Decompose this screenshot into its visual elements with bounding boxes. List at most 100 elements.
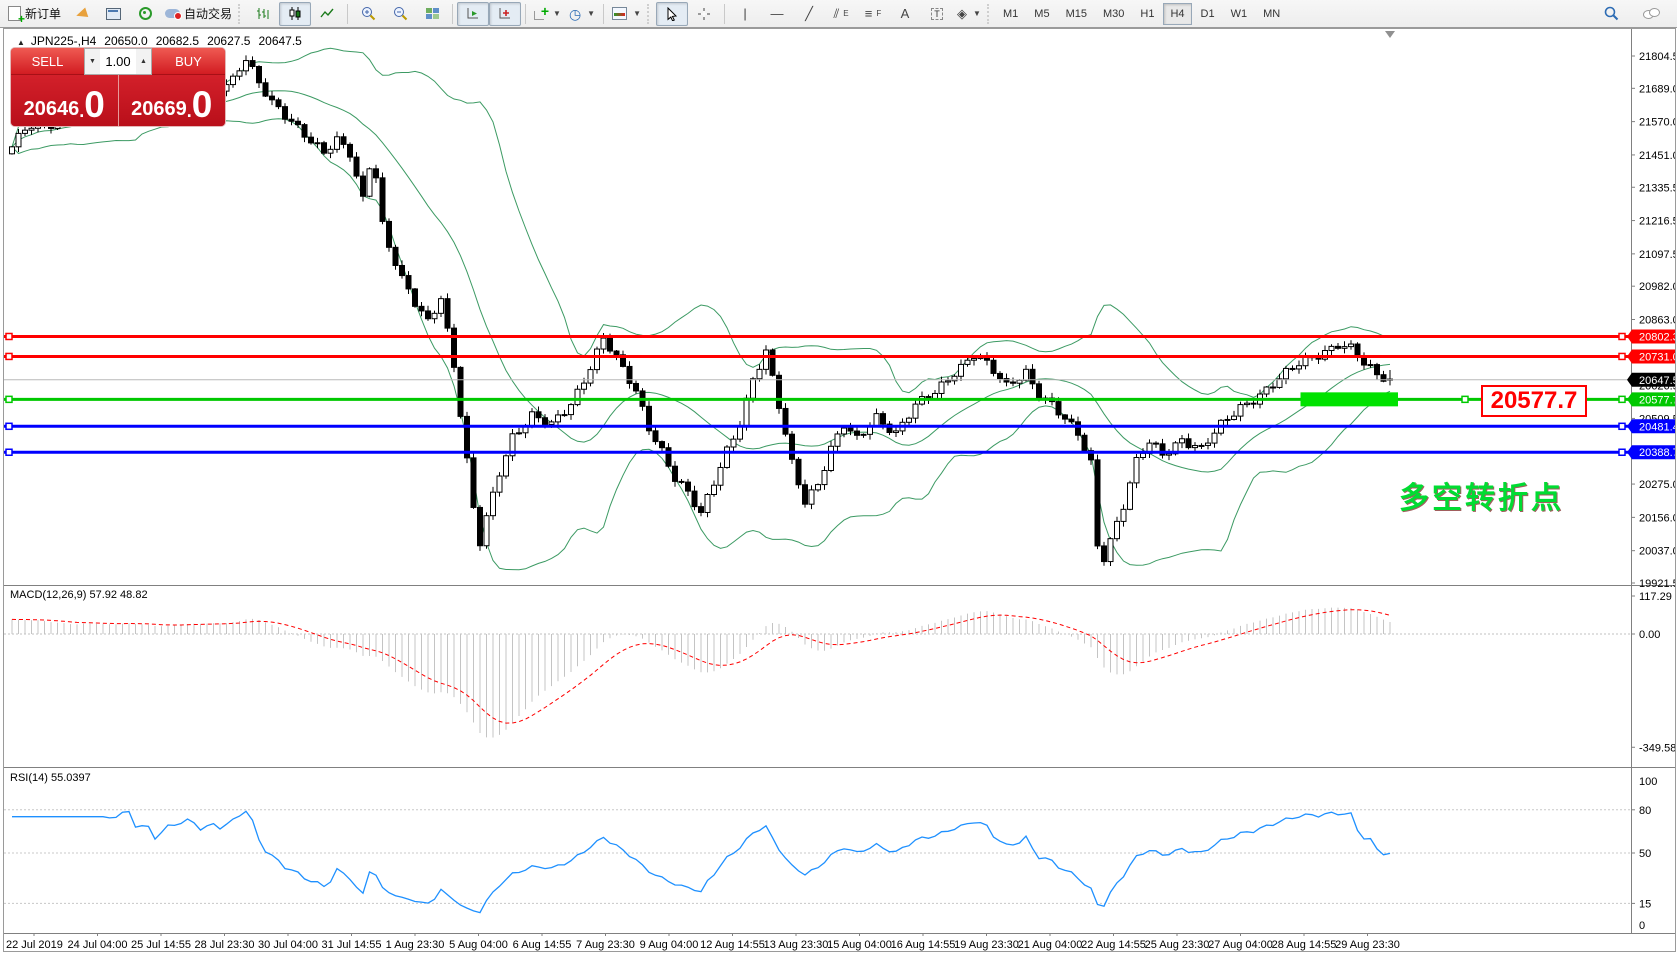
buy-button[interactable]: BUY bbox=[152, 48, 225, 75]
buy-price[interactable]: 20669. 0 bbox=[118, 75, 225, 126]
horizontal-line-object[interactable] bbox=[4, 352, 1631, 361]
market-window-button[interactable] bbox=[97, 2, 129, 26]
line-chart-icon bbox=[320, 8, 334, 18]
time-tick-label: 24 Jul 04:00 bbox=[68, 939, 128, 951]
timeframe-button-h4[interactable]: H4 bbox=[1163, 2, 1192, 25]
time-axis[interactable]: 22 Jul 2019 24 Jul 04:00 25 Jul 14:55 28 Ju… bbox=[6, 933, 1400, 951]
horn-icon bbox=[74, 7, 88, 20]
text-tool-button[interactable]: A bbox=[889, 2, 921, 26]
price-axis[interactable]: 21804.5 21689.0 21570.0 21451.0 21335.5 21216… bbox=[1627, 51, 1675, 932]
shapes-tool-button[interactable]: ◈ ▼ bbox=[953, 2, 985, 26]
shapes-icon: ◈ bbox=[957, 5, 968, 21]
volume-input[interactable]: 1.00 bbox=[100, 49, 136, 74]
signals-button[interactable] bbox=[129, 2, 161, 26]
time-tick-label: 25 Jul 14:55 bbox=[131, 939, 191, 951]
trendline-icon: ╱ bbox=[805, 5, 813, 21]
ohlc-close: 20647.5 bbox=[258, 34, 302, 48]
horizontal-line-tool-button[interactable]: — bbox=[761, 2, 793, 26]
timeframe-button-m5[interactable]: M5 bbox=[1034, 7, 1050, 20]
rsi-line bbox=[12, 810, 1391, 914]
price-tick-label: 20275.0 bbox=[1639, 479, 1675, 491]
bollinger-lower-band bbox=[11, 118, 1391, 571]
chart-shift-button[interactable] bbox=[457, 1, 490, 26]
fibonacci-tool-button[interactable]: ≡ F bbox=[857, 2, 889, 26]
tile-windows-icon bbox=[425, 8, 439, 19]
indicators-button[interactable]: ▼ bbox=[530, 2, 565, 26]
rsi-axis-label: 15 bbox=[1639, 898, 1651, 910]
ohlc-low: 20627.5 bbox=[207, 34, 251, 48]
signal-icon bbox=[138, 7, 152, 20]
time-tick-label: 9 Aug 04:00 bbox=[640, 939, 699, 951]
chart-shift-marker-icon[interactable] bbox=[1385, 31, 1395, 38]
time-tick-label: 28 Aug 14:55 bbox=[1272, 939, 1337, 951]
timeframe-button-m1[interactable]: M1 bbox=[1003, 7, 1019, 20]
alerts-button[interactable] bbox=[65, 2, 97, 26]
sell-button-label: SELL bbox=[31, 53, 64, 69]
timeframe-button-mn[interactable]: MN bbox=[1263, 7, 1281, 20]
price-badge: 20388.7 bbox=[1627, 445, 1675, 460]
time-tick-label: 15 Aug 04:00 bbox=[827, 939, 892, 951]
buy-price-dot: . bbox=[186, 101, 192, 121]
sell-price[interactable]: 20646. 0 bbox=[11, 75, 119, 126]
periods-button[interactable]: ◷ ▼ bbox=[565, 2, 599, 26]
text-annotation[interactable]: 多空转折点 bbox=[1399, 482, 1564, 515]
cursor-tool-button[interactable] bbox=[656, 1, 689, 26]
timeframe-button-h1[interactable]: H1 bbox=[1140, 7, 1155, 20]
cursor-icon bbox=[667, 6, 678, 21]
vertical-line-tool-button[interactable]: | bbox=[729, 2, 761, 26]
auto-trading-button[interactable]: 自动交易 bbox=[161, 2, 236, 26]
volume-decrease-button[interactable]: ▼ bbox=[85, 49, 100, 74]
new-order-button[interactable]: 新订单 bbox=[4, 2, 65, 26]
timeframe-button-m15[interactable]: M15 bbox=[1065, 7, 1087, 20]
highlight-zone-rect[interactable] bbox=[1300, 392, 1399, 407]
symbol-period-label: JPN225-,H4 bbox=[30, 34, 97, 48]
macd-axis-label: 117.29 bbox=[1639, 591, 1672, 603]
chart-window: 21804.5 21689.0 21570.0 21451.0 21335.5 21216… bbox=[3, 28, 1676, 952]
time-tick-label: 30 Jul 04:00 bbox=[258, 939, 318, 951]
timeframe-button-m30[interactable]: M30 bbox=[1102, 7, 1125, 20]
trendline-tool-button[interactable]: ╱ bbox=[793, 2, 825, 26]
chart-plot-area[interactable]: 21804.5 21689.0 21570.0 21451.0 21335.5 21216… bbox=[4, 29, 1675, 951]
line-objects[interactable] bbox=[4, 332, 1631, 456]
time-tick-label: 31 Jul 14:55 bbox=[322, 939, 382, 951]
crosshair-tool-button[interactable] bbox=[688, 2, 720, 26]
zoom-out-button[interactable] bbox=[384, 2, 416, 26]
templates-icon bbox=[612, 7, 628, 20]
timeframe-button-w1[interactable]: W1 bbox=[1230, 7, 1248, 20]
macd-axis-label: 0.00 bbox=[1639, 629, 1660, 641]
step-down-icon: ▼ bbox=[89, 58, 96, 65]
label-tool-button[interactable]: T bbox=[921, 2, 953, 26]
price-callout-label[interactable]: 20577.7 bbox=[1481, 385, 1587, 417]
rsi-axis-label: 80 bbox=[1639, 805, 1651, 817]
candle-chart-button[interactable] bbox=[279, 1, 312, 26]
toolbar-grip bbox=[238, 3, 243, 24]
horizontal-line-object[interactable] bbox=[4, 448, 1631, 456]
horizontal-line-object[interactable] bbox=[4, 422, 1631, 431]
channel-icon: ⫽ bbox=[833, 5, 840, 21]
toolbar-separator bbox=[525, 3, 527, 24]
price-badge: 20731.0 bbox=[1627, 349, 1675, 364]
chat-button[interactable] bbox=[1635, 2, 1667, 26]
timeframe-button-d1[interactable]: D1 bbox=[1200, 7, 1215, 20]
panel-collapse-icon[interactable]: ▲ bbox=[17, 38, 25, 47]
templates-button[interactable]: ▼ bbox=[608, 2, 645, 26]
rsi-axis-label: 0 bbox=[1639, 920, 1645, 932]
zoom-in-button[interactable] bbox=[352, 2, 384, 26]
rsi-axis-label: 50 bbox=[1639, 848, 1651, 860]
rsi-label: RSI(14) 55.0397 bbox=[10, 772, 91, 784]
time-tick-label: 21 Aug 04:00 bbox=[1018, 939, 1083, 951]
auto-scroll-button[interactable] bbox=[489, 1, 522, 26]
rsi-layer bbox=[4, 809, 1631, 914]
volume-increase-button[interactable]: ▲ bbox=[136, 49, 151, 74]
line-chart-button[interactable] bbox=[311, 2, 343, 26]
channel-tool-button[interactable]: ⫽ E bbox=[825, 2, 857, 26]
bar-chart-button[interactable] bbox=[247, 2, 279, 26]
sell-button[interactable]: SELL bbox=[11, 48, 84, 75]
text-tool-icon: A bbox=[900, 6, 910, 21]
ohlc-high: 20682.5 bbox=[155, 34, 200, 48]
search-button[interactable] bbox=[1595, 2, 1627, 26]
horizontal-line-object[interactable] bbox=[4, 332, 1631, 341]
price-badge: 20802.3 bbox=[1627, 329, 1675, 343]
tile-windows-button[interactable] bbox=[416, 2, 448, 26]
toolbar-separator bbox=[452, 3, 454, 24]
